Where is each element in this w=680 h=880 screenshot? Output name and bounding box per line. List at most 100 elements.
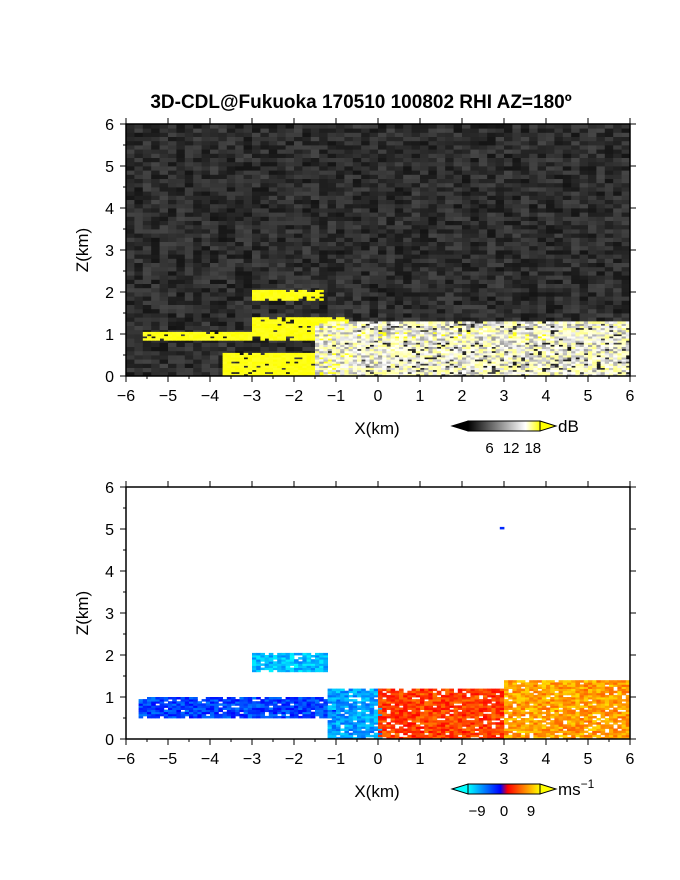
- snr-noise-cell: [184, 208, 194, 213]
- snr-noise-cell: [504, 229, 513, 234]
- snr-noise-cell: [134, 245, 144, 251]
- snr-noise-cell: [218, 292, 228, 297]
- snr-heatmap-cell: [386, 367, 391, 371]
- snr-noise-cell: [445, 157, 454, 163]
- snr-noise-cell: [361, 208, 370, 213]
- snr-heatmap-cell: [281, 338, 286, 341]
- snr-noise-cell: [436, 287, 446, 293]
- snr-noise-cell: [495, 262, 505, 268]
- snr-heatmap-cell: [352, 340, 358, 343]
- snr-noise-cell: [193, 321, 202, 326]
- snr-noise-cell: [436, 166, 446, 171]
- snr-heatmap-cell: [176, 336, 181, 339]
- snr-noise-cell: [361, 136, 370, 142]
- snr-noise-cell: [604, 254, 614, 259]
- snr-noise-cell: [487, 145, 496, 150]
- snr-heatmap-cell: [323, 334, 328, 337]
- snr-noise-cell: [235, 161, 244, 167]
- snr-noise-cell: [436, 317, 446, 322]
- snr-noise-cell: [260, 237, 270, 242]
- snr-noise-cell: [529, 283, 538, 289]
- snr-noise-cell: [134, 262, 144, 268]
- snr-noise-cell: [226, 254, 236, 259]
- snr-noise-cell: [495, 220, 505, 226]
- snr-noise-cell: [285, 279, 295, 284]
- snr-noise-cell: [411, 178, 421, 184]
- snr-heatmap-cell: [151, 334, 156, 337]
- snr-noise-cell: [369, 199, 379, 205]
- snr-noise-cell: [352, 187, 362, 192]
- snr-heatmap-cell: [357, 346, 362, 350]
- snr-noise-cell: [176, 220, 186, 226]
- snr-heatmap-cell: [252, 363, 257, 366]
- snr-noise-cell: [436, 195, 446, 200]
- snr-noise-cell: [453, 203, 463, 209]
- snr-heatmap-cell: [273, 334, 278, 337]
- snr-heatmap-cell: [319, 319, 324, 322]
- snr-noise-cell: [344, 170, 354, 175]
- snr-noise-cell: [168, 140, 177, 146]
- snr-noise-cell: [218, 187, 228, 192]
- snr-noise-cell: [529, 233, 538, 238]
- snr-noise-cell: [142, 283, 152, 289]
- snr-noise-cell: [596, 153, 606, 158]
- snr-noise-cell: [478, 149, 488, 154]
- snr-heatmap-cell: [361, 336, 366, 339]
- snr-heatmap-cell: [243, 363, 249, 366]
- snr-noise-cell: [260, 266, 270, 272]
- snr-heatmap-cell: [394, 334, 400, 337]
- snr-heatmap-cell: [264, 294, 270, 297]
- snr-noise-cell: [151, 216, 160, 221]
- snr-heatmap-cell: [235, 363, 240, 366]
- snr-noise-cell: [504, 166, 513, 171]
- snr-noise-cell: [361, 132, 370, 137]
- snr-noise-cell: [361, 304, 370, 310]
- snr-noise-cell: [588, 128, 597, 133]
- snr-heatmap-cell: [281, 365, 286, 368]
- snr-noise-cell: [168, 166, 177, 171]
- snr-heatmap-cell: [205, 336, 211, 339]
- snr-noise-cell: [218, 140, 228, 146]
- snr-noise-cell: [546, 145, 555, 150]
- snr-noise-cell: [310, 166, 320, 171]
- snr-heatmap-cell: [210, 334, 215, 337]
- snr-noise-cell: [210, 191, 219, 196]
- snr-heatmap-cell: [319, 365, 324, 368]
- snr-noise-cell: [327, 157, 337, 163]
- snr-noise-cell: [554, 229, 564, 234]
- snr-heatmap-cell: [235, 369, 240, 373]
- snr-heatmap-cell: [239, 361, 244, 364]
- snr-noise-cell: [235, 216, 244, 221]
- snr-heatmap-cell: [306, 352, 312, 356]
- snr-noise-cell: [378, 174, 387, 179]
- snr-heatmap-cell: [151, 338, 156, 341]
- snr-heatmap-cell: [235, 373, 240, 376]
- snr-heatmap-cell: [411, 336, 417, 339]
- snr-noise-cell: [436, 220, 446, 226]
- snr-noise-cell: [201, 350, 211, 356]
- snr-noise-cell: [260, 136, 270, 142]
- snr-heatmap-cell: [541, 334, 547, 337]
- snr-noise-cell: [252, 216, 261, 221]
- snr-heatmap-cell: [268, 289, 274, 293]
- snr-noise-cell: [252, 187, 261, 192]
- snr-noise-cell: [218, 174, 228, 179]
- snr-heatmap-cell: [260, 329, 265, 333]
- snr-noise-cell: [420, 191, 429, 196]
- snr-noise-cell: [134, 258, 144, 263]
- snr-noise-cell: [352, 241, 362, 247]
- snr-heatmap-cell: [386, 336, 391, 339]
- snr-noise-cell: [579, 182, 589, 188]
- snr-noise-cell: [428, 292, 438, 297]
- snr-noise-cell: [588, 195, 597, 200]
- snr-noise-cell: [235, 271, 244, 276]
- snr-noise-cell: [142, 325, 152, 331]
- snr-noise-cell: [134, 329, 144, 335]
- snr-heatmap-cell: [352, 334, 358, 337]
- snr-noise-cell: [235, 178, 244, 184]
- snr-heatmap-cell: [315, 355, 320, 358]
- snr-noise-cell: [394, 254, 404, 259]
- snr-noise-cell: [126, 359, 135, 364]
- snr-noise-cell: [210, 136, 219, 142]
- snr-noise-cell: [201, 178, 211, 184]
